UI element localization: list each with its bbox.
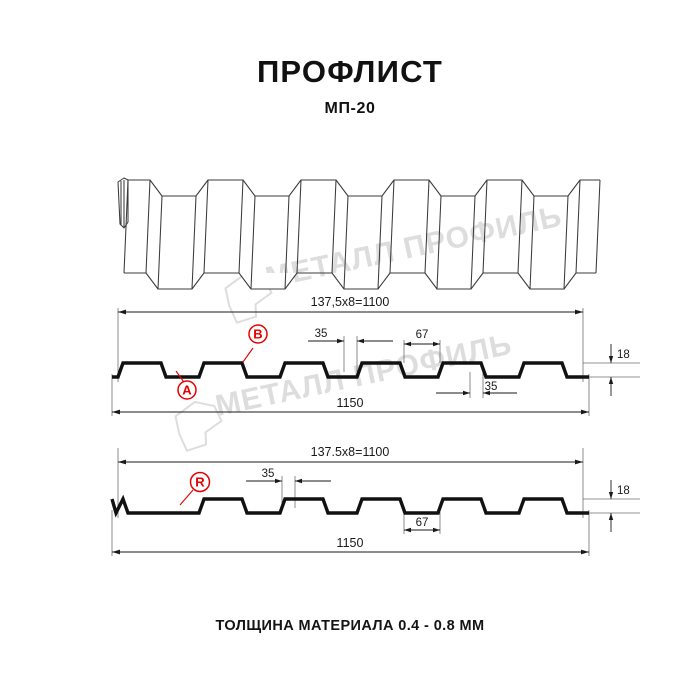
dim-flange-top-2: 35 <box>262 468 275 480</box>
profile-waveform-2 <box>110 494 589 518</box>
extension-lines-1 <box>111 308 640 416</box>
dim-flange-top-1: 35 <box>315 328 328 340</box>
section-profile-2: 137.5x8=1100 1150 35 67 <box>110 445 640 556</box>
dim-height-2: 18 <box>617 485 630 497</box>
dim-line-flange-bottom-1 <box>436 390 517 396</box>
watermark-upper: МЕТАЛЛ ПРОФИЛЬ <box>224 200 565 324</box>
dim-top-1: 137,5x8=1100 <box>311 295 390 309</box>
balloon-a-label: A <box>182 383 192 398</box>
dim-top-2: 137.5x8=1100 <box>311 445 390 459</box>
dim-line-flange-top-1 <box>308 338 393 344</box>
page-title: ПРОФЛИСТ <box>256 54 444 89</box>
dim-crest-1: 67 <box>416 329 429 341</box>
balloon-a: A <box>175 370 197 400</box>
product-model: МП-20 <box>324 99 376 117</box>
balloon-r-label: R <box>195 475 205 490</box>
dim-line-crest-1 <box>404 341 440 347</box>
dim-crest-2: 67 <box>416 517 429 529</box>
dim-line-height-1 <box>608 344 614 396</box>
profile-waveform-1 <box>112 361 589 379</box>
dim-line-height-2 <box>608 480 614 532</box>
balloon-b-label: B <box>253 327 262 342</box>
dim-line-flange-top-2 <box>246 478 331 484</box>
balloon-b: B <box>242 324 268 363</box>
dim-line-top-2 <box>118 459 583 465</box>
dim-bottom-2: 1150 <box>337 536 364 550</box>
watermark-text: МЕТАЛЛ ПРОФИЛЬ <box>263 200 565 295</box>
dim-bottom-1: 1150 <box>337 396 364 410</box>
material-thickness-note: ТОЛЩИНА МАТЕРИАЛА 0.4 - 0.8 ММ <box>215 618 485 634</box>
dim-height-1: 18 <box>617 349 630 361</box>
dim-flange-bottom-1: 35 <box>485 381 498 393</box>
dim-line-crest-2 <box>404 527 440 533</box>
dim-line-bottom-1 <box>112 409 589 415</box>
title-block: ПРОФЛИСТ МП-20 <box>0 54 700 118</box>
corrugated-sheet-3d <box>117 177 601 290</box>
section-profile-1: 137,5x8=1100 1150 35 67 <box>111 295 640 416</box>
dim-line-bottom-2 <box>112 549 589 555</box>
dim-line-top-1 <box>118 309 583 315</box>
extension-lines-2 <box>111 448 640 556</box>
balloon-r: R <box>179 471 211 506</box>
